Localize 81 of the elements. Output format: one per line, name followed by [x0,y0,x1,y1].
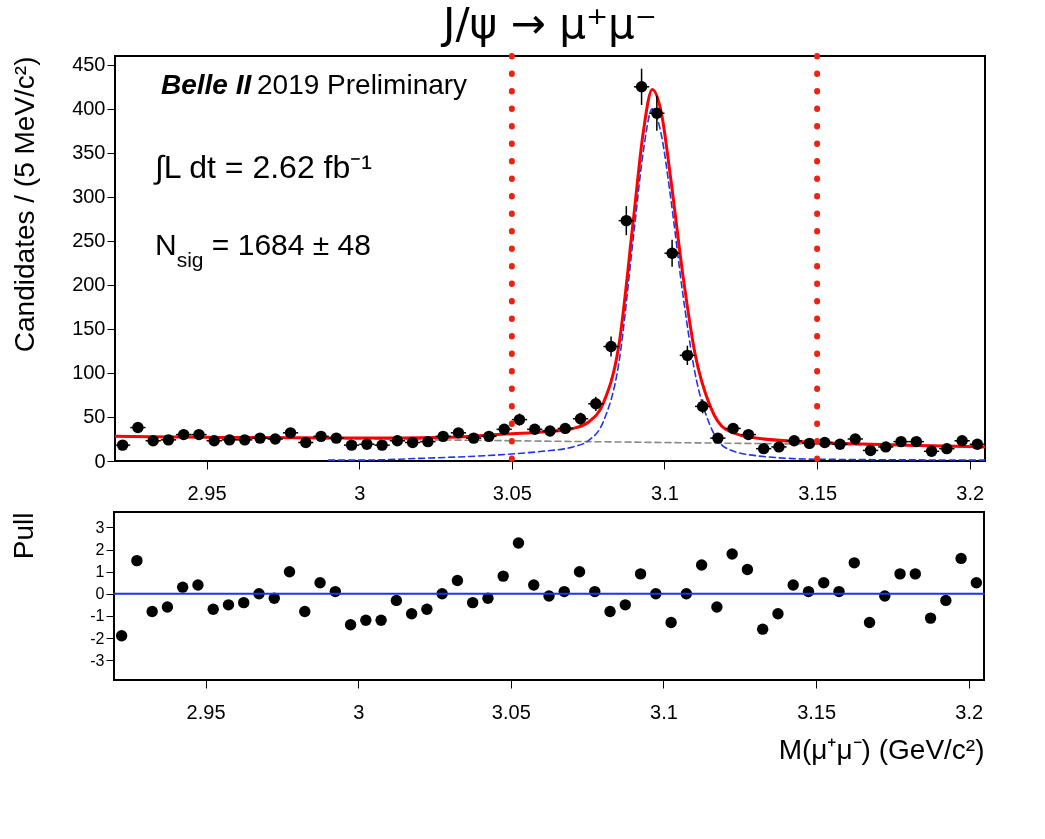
y-tick-label: 400 [72,97,106,120]
x-tick-label: 3.05 [491,700,531,723]
point [863,616,876,629]
x-tick-label: 3.05 [492,481,532,504]
y-tick-label: 350 [72,141,106,164]
point [894,568,906,580]
point [299,605,311,618]
x-tick-label: 3.2 [956,481,985,504]
point [344,619,357,631]
y-tick-label: 0 [95,585,105,603]
y-tick-label: 3 [95,518,105,536]
point [818,577,830,589]
y-tick-label: 1 [95,563,105,581]
x-tick-label: 3.15 [798,481,838,504]
y-axis-title: Candidates / (5 MeV/c²) [8,56,40,353]
point [512,537,525,549]
point [421,603,433,615]
point [451,574,464,587]
point [940,594,952,607]
point [695,559,708,571]
point [909,568,922,580]
point [848,557,860,569]
point [619,599,632,611]
point [207,603,219,615]
point [756,623,769,635]
x-tick-label: 3.2 [955,700,984,723]
point [955,552,967,565]
y-tick-label: 0 [94,449,106,472]
y-tick-label: -3 [90,651,105,669]
x-tick-label: 3 [354,481,366,504]
point [497,570,509,582]
point [405,607,418,620]
point [146,605,158,618]
annotation: 2019 Preliminary [257,69,468,100]
x-tick-label: 2.95 [186,700,226,723]
point [665,616,677,629]
x-tick-label: 3.1 [650,700,678,723]
point [528,579,540,591]
point [238,596,250,609]
y-tick-label: 50 [83,405,106,428]
point [726,548,738,560]
annotation: Belle II [161,69,253,100]
x-tick-label: 3.15 [797,700,837,723]
chart-title: J/ψ → μ⁺μ⁻ [440,0,657,48]
point [222,599,235,611]
point [314,577,326,589]
point [604,605,616,618]
point [192,579,204,591]
point [283,565,296,578]
x-tick-label: 3.1 [651,481,679,504]
y-tick-label: 300 [72,185,106,208]
x-axis-title: M(μ⁺μ⁻) (GeV/c²) [778,733,985,765]
y-tick-label: -1 [90,607,105,625]
y-tick-label: 2 [95,541,105,559]
y-tick-label: 250 [72,229,106,252]
y-axis-title: Pull [7,512,39,560]
y-tick-label: 200 [72,273,106,296]
point [115,630,128,642]
point [131,554,143,567]
point [176,581,189,593]
point [390,594,403,607]
annotation: N$_{sig}$ = 1684 ± 48 [155,228,371,271]
annotation: ∫L dt = 2.62 fb⁻¹ [153,149,372,185]
y-tick-label: -2 [90,629,105,647]
point [787,579,799,591]
point [924,612,937,624]
point [161,601,174,613]
point [466,596,479,609]
y-tick-label: 100 [72,361,106,384]
point [970,577,983,589]
point [711,601,723,613]
point [772,607,784,620]
point [360,614,372,627]
point [573,565,586,578]
x-tick-label: 2.95 [187,481,227,504]
x-tick-label: 3 [353,700,365,723]
point [634,568,647,580]
point [741,563,754,576]
y-tick-label: 450 [72,53,106,76]
y-tick-label: 150 [72,317,106,340]
point [375,614,387,627]
